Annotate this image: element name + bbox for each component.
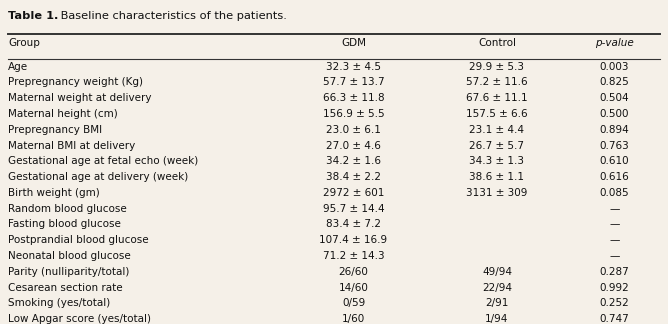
Text: Prepregnancy weight (Kg): Prepregnancy weight (Kg) xyxy=(8,77,143,87)
Text: 0.747: 0.747 xyxy=(599,314,629,324)
Text: Maternal BMI at delivery: Maternal BMI at delivery xyxy=(8,141,136,151)
Text: 0.252: 0.252 xyxy=(599,298,629,308)
Text: p-value: p-value xyxy=(595,38,634,48)
Text: 26/60: 26/60 xyxy=(339,267,369,277)
Text: 23.1 ± 4.4: 23.1 ± 4.4 xyxy=(470,125,524,135)
Text: Fasting blood glucose: Fasting blood glucose xyxy=(8,219,121,229)
Text: —: — xyxy=(609,204,619,214)
Text: 34.2 ± 1.6: 34.2 ± 1.6 xyxy=(326,156,381,166)
Text: 38.6 ± 1.1: 38.6 ± 1.1 xyxy=(470,172,524,182)
Text: 71.2 ± 14.3: 71.2 ± 14.3 xyxy=(323,251,384,261)
Text: Control: Control xyxy=(478,38,516,48)
Text: Smoking (yes/total): Smoking (yes/total) xyxy=(8,298,110,308)
Text: 49/94: 49/94 xyxy=(482,267,512,277)
Text: Neonatal blood glucose: Neonatal blood glucose xyxy=(8,251,131,261)
Text: 1/60: 1/60 xyxy=(342,314,365,324)
Text: 34.3 ± 1.3: 34.3 ± 1.3 xyxy=(470,156,524,166)
Text: Table 1.: Table 1. xyxy=(8,11,58,21)
Text: GDM: GDM xyxy=(341,38,366,48)
Text: Maternal weight at delivery: Maternal weight at delivery xyxy=(8,93,152,103)
Text: —: — xyxy=(609,251,619,261)
Text: Cesarean section rate: Cesarean section rate xyxy=(8,283,123,293)
Text: Postprandial blood glucose: Postprandial blood glucose xyxy=(8,235,149,245)
Text: 57.7 ± 13.7: 57.7 ± 13.7 xyxy=(323,77,384,87)
Text: 0.992: 0.992 xyxy=(599,283,629,293)
Text: 0.085: 0.085 xyxy=(599,188,629,198)
Text: Prepregnancy BMI: Prepregnancy BMI xyxy=(8,125,102,135)
Text: Gestational age at delivery (week): Gestational age at delivery (week) xyxy=(8,172,188,182)
Text: 0.894: 0.894 xyxy=(599,125,629,135)
Text: 38.4 ± 2.2: 38.4 ± 2.2 xyxy=(326,172,381,182)
Text: 156.9 ± 5.5: 156.9 ± 5.5 xyxy=(323,109,384,119)
Text: 1/94: 1/94 xyxy=(485,314,508,324)
Text: 0.504: 0.504 xyxy=(599,93,629,103)
Text: Baseline characteristics of the patients.: Baseline characteristics of the patients… xyxy=(57,11,287,21)
Text: 0.825: 0.825 xyxy=(599,77,629,87)
Text: 3131 ± 309: 3131 ± 309 xyxy=(466,188,528,198)
Text: 157.5 ± 6.6: 157.5 ± 6.6 xyxy=(466,109,528,119)
Text: 2972 ± 601: 2972 ± 601 xyxy=(323,188,384,198)
Text: 57.2 ± 11.6: 57.2 ± 11.6 xyxy=(466,77,528,87)
Text: 26.7 ± 5.7: 26.7 ± 5.7 xyxy=(470,141,524,151)
Text: 23.0 ± 6.1: 23.0 ± 6.1 xyxy=(326,125,381,135)
Text: 107.4 ± 16.9: 107.4 ± 16.9 xyxy=(319,235,387,245)
Text: 32.3 ± 4.5: 32.3 ± 4.5 xyxy=(326,62,381,72)
Text: —: — xyxy=(609,219,619,229)
Text: 0.287: 0.287 xyxy=(599,267,629,277)
Text: 95.7 ± 14.4: 95.7 ± 14.4 xyxy=(323,204,384,214)
Text: 22/94: 22/94 xyxy=(482,283,512,293)
Text: 66.3 ± 11.8: 66.3 ± 11.8 xyxy=(323,93,384,103)
Text: Gestational age at fetal echo (week): Gestational age at fetal echo (week) xyxy=(8,156,198,166)
Text: 14/60: 14/60 xyxy=(339,283,369,293)
Text: 0.003: 0.003 xyxy=(600,62,629,72)
Text: Random blood glucose: Random blood glucose xyxy=(8,204,127,214)
Text: 0.763: 0.763 xyxy=(599,141,629,151)
Text: Parity (nulliparity/total): Parity (nulliparity/total) xyxy=(8,267,130,277)
Text: Maternal height (cm): Maternal height (cm) xyxy=(8,109,118,119)
Text: 0.610: 0.610 xyxy=(599,156,629,166)
Text: Low Apgar score (yes/total): Low Apgar score (yes/total) xyxy=(8,314,151,324)
Text: —: — xyxy=(609,235,619,245)
Text: 0/59: 0/59 xyxy=(342,298,365,308)
Text: 29.9 ± 5.3: 29.9 ± 5.3 xyxy=(470,62,524,72)
Text: Group: Group xyxy=(8,38,40,48)
Text: 0.616: 0.616 xyxy=(599,172,629,182)
Text: Birth weight (gm): Birth weight (gm) xyxy=(8,188,100,198)
Text: 2/91: 2/91 xyxy=(485,298,508,308)
Text: 83.4 ± 7.2: 83.4 ± 7.2 xyxy=(326,219,381,229)
Text: Age: Age xyxy=(8,62,28,72)
Text: 67.6 ± 11.1: 67.6 ± 11.1 xyxy=(466,93,528,103)
Text: 0.500: 0.500 xyxy=(600,109,629,119)
Text: 27.0 ± 4.6: 27.0 ± 4.6 xyxy=(326,141,381,151)
